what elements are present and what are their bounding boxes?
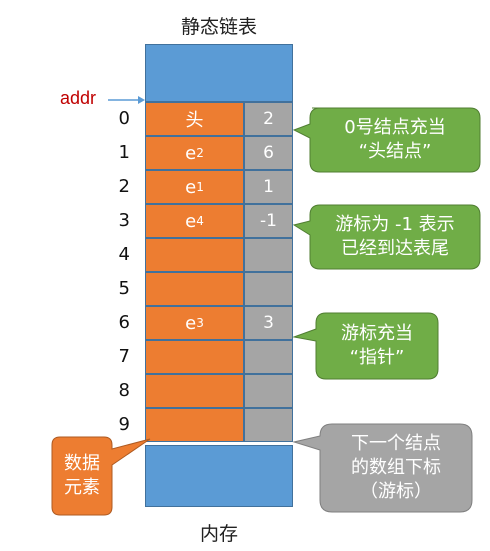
callout-cursor-pointer: 游标充当 “指针” [290,312,439,380]
callout-data-element-line2: 元素 [64,477,100,498]
row-index: 4 [118,244,130,265]
data-cell-subscript: 1 [196,180,204,194]
callout-next-index-line1: 下一个结点 [351,433,441,454]
row-index: 3 [118,210,130,231]
addr-arrow [108,96,145,104]
row-index: 6 [118,312,130,333]
data-cell: 头 [145,102,244,136]
callout-data-element-line1: 数据 [64,453,100,474]
callout-end-marker-line1: 游标为 -1 表示 [335,214,455,235]
callout-cursor-pointer-line1: 游标充当 [341,323,413,344]
diagram-title: 静态链表 [180,16,257,38]
callout-next-index-shape [292,423,473,513]
data-cell [145,408,244,442]
cursor-cell [244,238,293,272]
callout-end-marker-shape [292,204,481,270]
callout-end-marker: 游标为 -1 表示 已经到达表尾 [290,204,481,270]
callout-cursor-pointer-line2: “指针” [349,347,405,368]
data-cell-value: e [185,176,197,198]
cursor-cell: 3 [244,306,293,340]
cursor-cell: 2 [244,102,293,136]
memory-bottom-block [145,445,293,507]
row-index: 9 [118,414,130,435]
data-cell-value: e [185,142,197,164]
callout-cursor-pointer-shape [292,312,439,380]
cursor-cell [244,340,293,374]
row-index: 2 [118,176,130,197]
data-cell-subscript: 3 [196,316,204,330]
data-cell-value: 头 [185,110,204,131]
callout-head-node-line1: 0号结点充当 [344,117,446,138]
callout-data-element: 数据 元素 [51,436,152,516]
cursor-cell [244,272,293,306]
callout-next-index: 下一个结点 的数组下标 （游标） [290,423,473,513]
cursor-cell [244,374,293,408]
row-index: 1 [118,142,130,163]
addr-label: addr [60,88,97,108]
callout-data-element-shape [51,436,151,516]
cursor-cell: 1 [244,170,293,204]
memory-top-block [145,44,293,102]
row-index: 7 [118,346,130,367]
data-cell [145,238,244,272]
callout-head-node-line2: “头结点” [358,141,432,162]
data-cell-subscript: 4 [196,214,204,228]
cursor-cell [244,408,293,442]
data-cell-value: e [185,312,197,334]
data-cell-subscript: 2 [196,146,204,160]
callout-head-node-shape [292,107,481,173]
callout-end-marker-line2: 已经到达表尾 [341,238,449,259]
row-index: 0 [118,108,130,129]
data-cell [145,374,244,408]
memory-label: 内存 [199,523,238,545]
callout-head-node: 0号结点充当 “头结点” [290,107,481,173]
callout-next-index-line3: （游标） [360,481,432,502]
row-index: 5 [118,278,130,299]
cursor-cell: -1 [244,204,293,238]
cursor-cell: 6 [244,136,293,170]
data-cell-value: e [185,210,197,232]
data-cell [145,340,244,374]
data-cell [145,272,244,306]
callout-next-index-line2: 的数组下标 [351,457,441,478]
row-index: 8 [118,380,130,401]
